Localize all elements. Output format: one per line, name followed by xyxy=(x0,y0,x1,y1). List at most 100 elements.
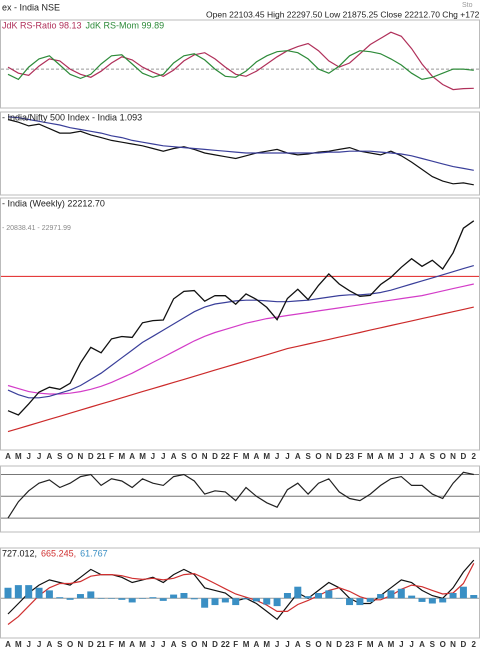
x-tick-label: D xyxy=(88,640,94,649)
histogram-bar xyxy=(180,593,188,599)
panel-title: - India (Weekly) 22212.70 xyxy=(2,198,105,208)
series-line xyxy=(7,559,475,621)
x-tick-label: S xyxy=(430,640,436,649)
symbol: ex - India NSE xyxy=(2,2,60,12)
x-tick-label: F xyxy=(357,640,362,649)
x-tick-label: F xyxy=(357,452,362,461)
x-tick-label: M xyxy=(243,640,250,649)
histogram-bar xyxy=(76,594,84,599)
x-tick-label: O xyxy=(191,452,197,461)
histogram-bar xyxy=(232,598,240,606)
x-tick-label: J xyxy=(285,640,289,649)
x-tick-label: A xyxy=(254,452,260,461)
histogram-bar xyxy=(449,593,457,599)
histogram-bar xyxy=(377,594,385,599)
histogram-bar xyxy=(439,598,447,603)
x-tick-label: N xyxy=(78,452,84,461)
x-tick-label: N xyxy=(450,452,456,461)
histogram-bar xyxy=(221,598,229,603)
histogram-bar xyxy=(335,598,343,599)
x-tick-label: A xyxy=(378,452,384,461)
series-line xyxy=(7,50,474,81)
histogram-bar xyxy=(408,595,416,599)
x-tick-label: F xyxy=(109,452,114,461)
histogram-bar xyxy=(242,598,250,600)
x-tick-label: D xyxy=(212,452,218,461)
histogram-bar xyxy=(170,594,178,599)
x-tick-label: J xyxy=(275,640,279,649)
x-tick-label: O xyxy=(440,640,446,649)
series-line xyxy=(7,220,475,416)
x-tick-label: 2 xyxy=(472,452,477,461)
x-tick-label: S xyxy=(430,452,436,461)
histogram-bar xyxy=(190,598,198,600)
x-tick-label: A xyxy=(129,640,135,649)
x-tick-label: O xyxy=(67,640,73,649)
histogram-bar xyxy=(201,598,209,608)
legend-entry: 61.767 xyxy=(80,548,108,558)
x-tick-label: J xyxy=(37,640,41,649)
x-tick-label: J xyxy=(161,452,165,461)
x-tick-label: O xyxy=(440,452,446,461)
x-tick-label: 2 xyxy=(472,640,477,649)
x-tick-label: 21 xyxy=(97,640,106,649)
histogram-bar xyxy=(418,598,426,602)
x-tick-label: A xyxy=(47,640,53,649)
x-tick-label: N xyxy=(326,452,332,461)
x-tick-label: M xyxy=(15,452,22,461)
x-tick-label: D xyxy=(461,452,467,461)
histogram-bar xyxy=(366,598,374,602)
x-tick-label: O xyxy=(315,452,321,461)
logo: Sto xyxy=(462,2,473,9)
x-tick-label: S xyxy=(181,452,187,461)
x-tick-label: M xyxy=(139,640,146,649)
x-tick-label: N xyxy=(450,640,456,649)
histogram-bar xyxy=(35,587,43,599)
legend-entry: JdK RS-Ratio 98.13 xyxy=(2,20,82,30)
x-tick-label: M xyxy=(119,452,126,461)
x-tick-label: S xyxy=(57,452,63,461)
x-tick-label: F xyxy=(109,640,114,649)
x-tick-label: S xyxy=(57,640,63,649)
histogram-bar xyxy=(56,597,64,599)
histogram-bar xyxy=(139,598,147,599)
x-tick-label: J xyxy=(26,640,30,649)
x-tick-label: J xyxy=(399,640,403,649)
legend-entry: JdK RS-Mom 99.89 xyxy=(86,20,165,30)
x-tick-label: J xyxy=(151,452,155,461)
x-tick-label: 22 xyxy=(221,452,230,461)
legend-entry: 665.245, xyxy=(41,548,76,558)
x-tick-label: D xyxy=(336,640,342,649)
histogram-bar xyxy=(4,587,12,599)
histogram-bar xyxy=(346,598,354,606)
histogram-bar xyxy=(263,598,271,605)
x-tick-label: M xyxy=(263,452,270,461)
x-tick-label: J xyxy=(37,452,41,461)
series-line xyxy=(7,306,474,433)
x-tick-label: N xyxy=(78,640,84,649)
x-tick-label: M xyxy=(263,640,270,649)
x-tick-label: D xyxy=(336,452,342,461)
x-tick-label: M xyxy=(367,452,374,461)
histogram-bar xyxy=(118,598,126,600)
histogram-bar xyxy=(97,598,105,599)
histogram-bar xyxy=(470,595,478,599)
histogram-bar xyxy=(283,593,291,599)
histogram-bar xyxy=(459,586,467,599)
x-tick-label: A xyxy=(129,452,135,461)
x-tick-label: N xyxy=(202,452,208,461)
x-tick-label: A xyxy=(171,640,177,649)
x-tick-label: J xyxy=(285,452,289,461)
x-tick-label: A xyxy=(419,452,425,461)
x-tick-label: J xyxy=(26,452,30,461)
histogram-bar xyxy=(87,591,95,599)
x-tick-label: A xyxy=(171,452,177,461)
histogram-bar xyxy=(149,597,157,599)
x-tick-label: S xyxy=(305,640,311,649)
x-tick-label: A xyxy=(5,452,11,461)
x-tick-label: M xyxy=(15,640,22,649)
histogram-bar xyxy=(108,598,115,599)
panel-subtitle: - 20838.41 - 22971.99 xyxy=(2,225,71,232)
x-tick-label: A xyxy=(295,452,301,461)
